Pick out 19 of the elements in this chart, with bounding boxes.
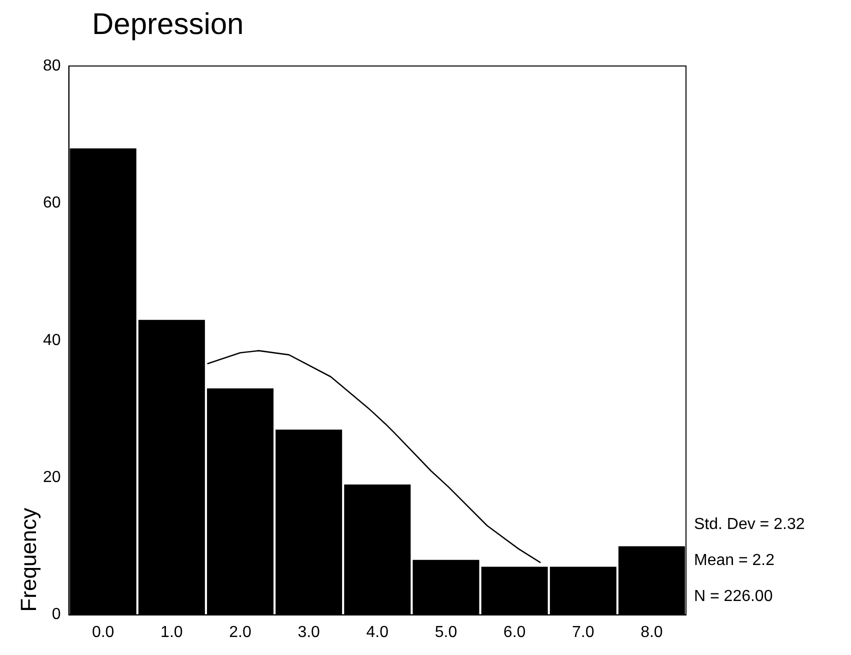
x-tick-label: 8.0 [640, 624, 663, 641]
x-tick-label: 6.0 [503, 624, 526, 641]
x-tick-label: 7.0 [572, 624, 594, 641]
y-tick-label: 0 [52, 606, 61, 624]
chart-title: Depression [92, 8, 244, 42]
y-tick-label: 20 [43, 469, 61, 486]
y-tick-label: 60 [43, 194, 61, 212]
y-tick-label: 40 [43, 332, 61, 349]
text: Mean = 2.2 [694, 552, 775, 570]
x-tick-label: 3.0 [298, 624, 320, 641]
y-axis-title: Frequency [16, 508, 42, 612]
x-tick-label: 2.0 [229, 624, 252, 641]
x-tick-label: 4.0 [366, 624, 389, 641]
text: Std. Dev = 2.32 [694, 516, 805, 534]
y-tick-label: 80 [43, 57, 61, 74]
text: N = 226.00 [694, 588, 773, 606]
x-tick-label: 1.0 [160, 624, 183, 641]
x-tick-label: 0.0 [92, 624, 114, 641]
x-tick-label: 5.0 [434, 624, 458, 641]
